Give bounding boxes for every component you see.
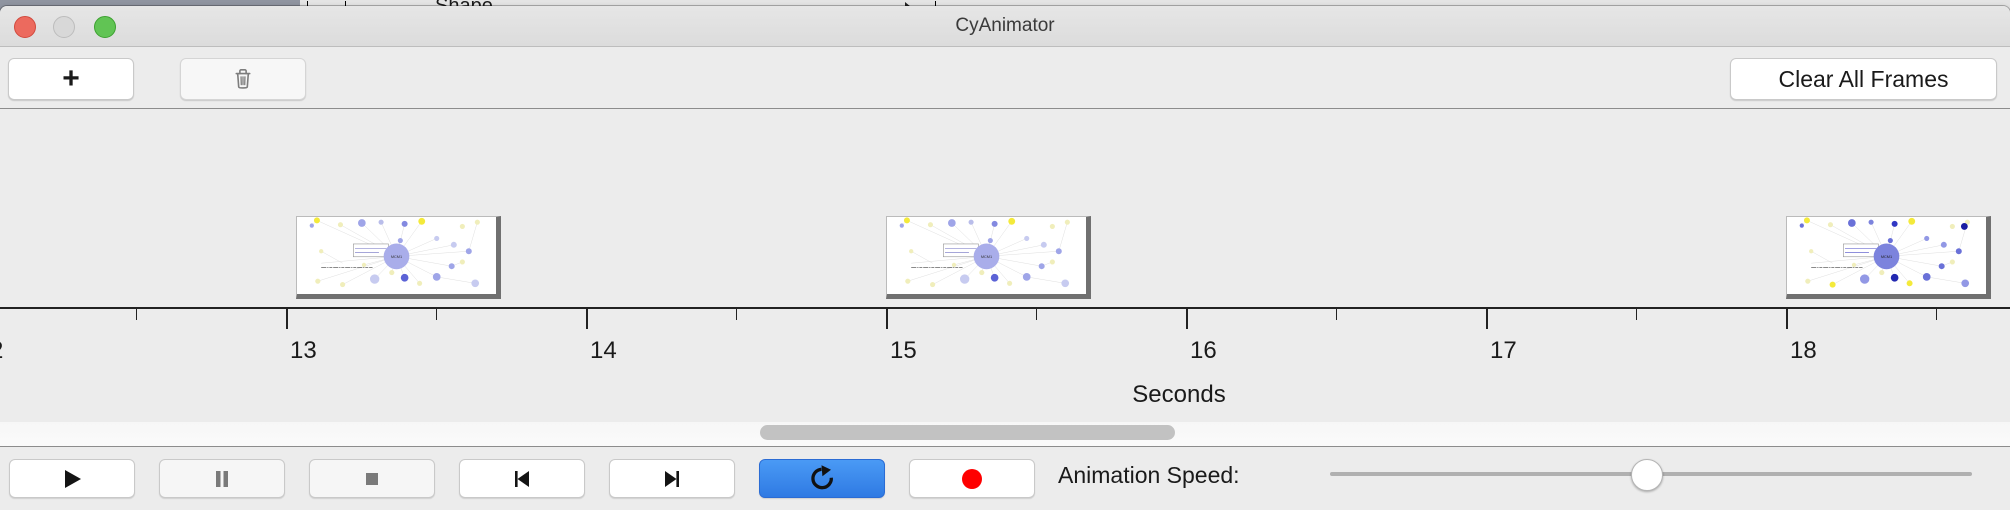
svg-text:MCM1: MCM1	[981, 255, 992, 259]
svg-text:MCM1: MCM1	[1881, 255, 1892, 259]
svg-text:MCM1: MCM1	[391, 255, 402, 259]
